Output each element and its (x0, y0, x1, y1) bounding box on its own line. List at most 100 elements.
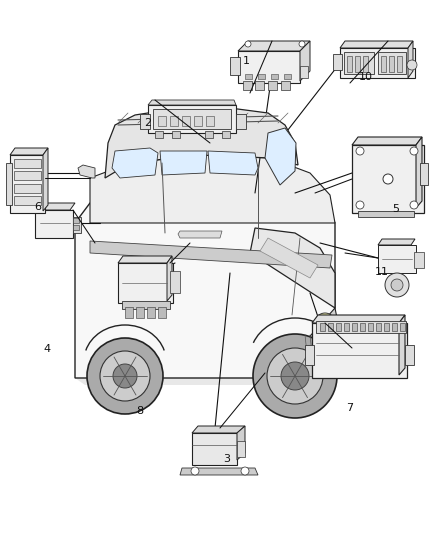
Bar (237, 441, 245, 457)
Circle shape (383, 174, 393, 184)
Bar (360, 323, 365, 331)
Bar (258, 74, 265, 79)
Polygon shape (352, 137, 422, 145)
Bar (10, 155, 45, 213)
Bar (73, 218, 79, 223)
Bar (344, 323, 349, 331)
Bar (122, 301, 170, 309)
Polygon shape (167, 256, 172, 301)
Polygon shape (265, 128, 296, 185)
Bar (14, 196, 41, 205)
Bar (414, 252, 424, 268)
Bar (14, 171, 41, 180)
Polygon shape (378, 239, 415, 245)
Polygon shape (208, 151, 258, 175)
Bar (378, 52, 406, 74)
Text: 8: 8 (136, 407, 143, 416)
Bar (420, 163, 428, 185)
Bar (148, 105, 236, 133)
Bar (245, 74, 252, 79)
Bar (376, 323, 381, 331)
Polygon shape (280, 308, 338, 373)
Bar (316, 321, 406, 333)
Circle shape (407, 60, 417, 70)
Polygon shape (160, 151, 207, 175)
Circle shape (100, 351, 150, 401)
Circle shape (385, 273, 409, 297)
Polygon shape (260, 238, 318, 278)
Text: 11: 11 (374, 267, 389, 277)
Text: 6: 6 (34, 202, 41, 212)
Bar (205, 131, 213, 138)
Polygon shape (192, 426, 245, 433)
Bar (333, 54, 342, 70)
Polygon shape (43, 148, 48, 211)
Text: 1: 1 (243, 56, 250, 66)
Bar (172, 131, 180, 138)
Polygon shape (399, 315, 405, 375)
Text: 10: 10 (359, 72, 373, 82)
Bar (182, 116, 190, 126)
Bar (358, 211, 414, 217)
Bar (170, 116, 178, 126)
Polygon shape (416, 137, 422, 208)
Polygon shape (35, 203, 75, 210)
Bar (328, 323, 333, 331)
Polygon shape (312, 315, 405, 323)
Bar (236, 114, 246, 129)
Bar (347, 56, 352, 72)
Polygon shape (75, 378, 320, 385)
Circle shape (356, 201, 364, 209)
Bar (389, 56, 394, 72)
Bar (344, 52, 374, 74)
Bar (368, 323, 373, 331)
Polygon shape (250, 228, 335, 308)
Circle shape (253, 334, 337, 418)
Circle shape (241, 467, 249, 475)
Bar (170, 271, 180, 293)
Bar (73, 225, 79, 230)
Text: 3: 3 (223, 455, 230, 464)
Bar (281, 81, 290, 90)
Circle shape (410, 201, 418, 209)
Bar (222, 131, 230, 138)
Bar (243, 81, 252, 90)
Bar (147, 307, 155, 318)
Bar (400, 323, 405, 331)
Text: 5: 5 (392, 204, 399, 214)
Bar (312, 323, 407, 378)
Polygon shape (105, 108, 298, 178)
Polygon shape (340, 41, 413, 48)
Polygon shape (112, 148, 158, 178)
Bar (14, 159, 41, 168)
Polygon shape (78, 165, 95, 178)
Bar (384, 323, 389, 331)
Bar (405, 345, 414, 365)
Circle shape (245, 41, 251, 47)
Bar (352, 145, 424, 213)
Bar (397, 56, 402, 72)
Bar (355, 56, 360, 72)
Polygon shape (300, 41, 310, 81)
Bar (136, 307, 144, 318)
Bar (336, 323, 341, 331)
Bar (238, 51, 300, 83)
Bar (6, 163, 12, 205)
Polygon shape (75, 173, 335, 378)
Bar (392, 323, 397, 331)
Circle shape (281, 362, 309, 390)
Circle shape (310, 352, 322, 364)
Circle shape (410, 147, 418, 155)
Bar (206, 116, 214, 126)
Bar (363, 56, 368, 72)
Bar (140, 114, 150, 129)
Bar (73, 217, 81, 233)
Text: 4: 4 (44, 344, 51, 354)
Circle shape (267, 348, 323, 404)
Bar (378, 245, 416, 273)
Polygon shape (408, 41, 413, 78)
Bar (230, 57, 240, 75)
Bar (35, 210, 73, 238)
Bar (153, 109, 231, 129)
Text: 2: 2 (145, 118, 152, 127)
